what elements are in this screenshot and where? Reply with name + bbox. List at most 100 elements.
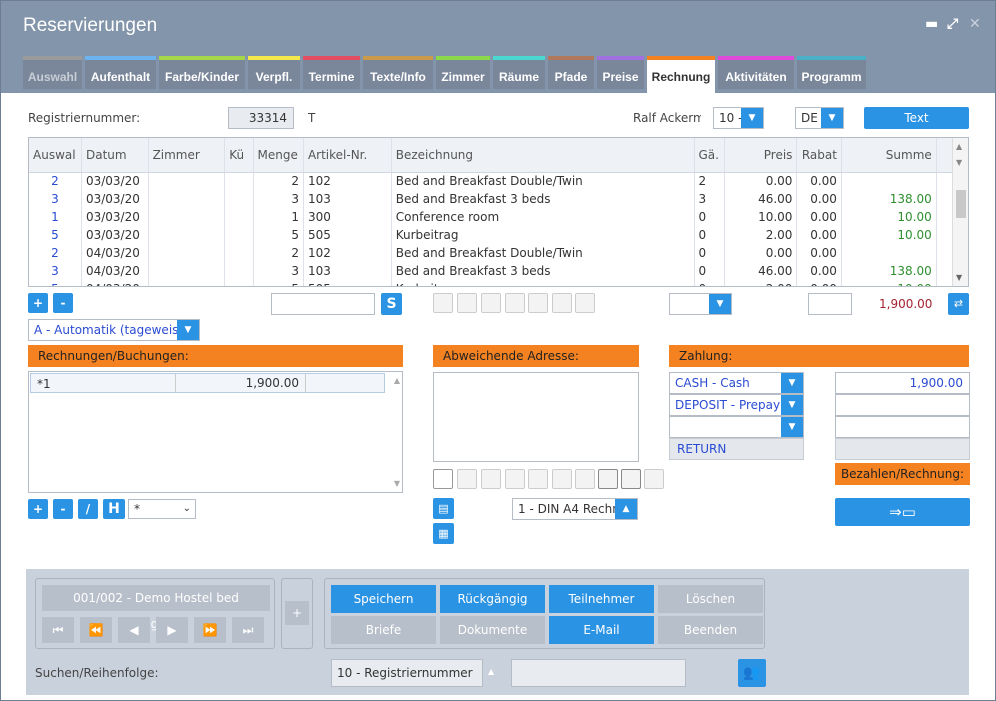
cell-rabatt[interactable]: 0.00 (796, 262, 842, 280)
cell-kue[interactable] (224, 226, 254, 244)
cell-datum[interactable]: 03/03/20 (81, 226, 149, 244)
cell-gae[interactable]: 3 (694, 190, 725, 208)
cell-preis[interactable]: 10.00 (724, 208, 798, 226)
rckgngig-button[interactable]: Rückgängig (440, 585, 545, 613)
cell-bez[interactable]: Bed and Breakfast 3 beds (391, 190, 695, 208)
payment-method-select[interactable]: CASH - Cash ▼ (669, 372, 804, 394)
search-input[interactable] (511, 659, 686, 687)
option-square[interactable] (528, 293, 548, 313)
list-item[interactable]: *1 1,900.00 (30, 373, 385, 393)
cell-kue[interactable] (224, 244, 254, 262)
fast-forward-icon[interactable]: ⏩ (194, 617, 226, 643)
scroll-up-icon[interactable]: ▼ (956, 158, 963, 167)
cell-kue[interactable] (224, 280, 254, 286)
cell-preis[interactable]: 2.00 (724, 226, 798, 244)
invoice-filter-select[interactable]: * ⌄ (128, 499, 196, 519)
option-square[interactable] (505, 293, 525, 313)
cell-artikel[interactable]: 103 (303, 190, 392, 208)
cell-menge[interactable]: 5 (253, 280, 304, 286)
speichern-button[interactable]: Speichern (331, 585, 436, 613)
add-record-button[interactable]: + (285, 601, 309, 625)
split-invoice-button[interactable]: / (78, 499, 98, 519)
cell-bez[interactable]: Bed and Breakfast 3 beds (391, 262, 695, 280)
cell-rabatt[interactable]: 0.00 (796, 172, 842, 190)
option-square[interactable] (598, 469, 618, 489)
minimize-icon[interactable]: ▬ (925, 16, 939, 32)
option-square[interactable] (552, 293, 572, 313)
cell-datum[interactable]: 03/03/20 (81, 190, 149, 208)
cell-rabatt[interactable]: 0.00 (796, 208, 842, 226)
cell-gae[interactable]: 0 (694, 244, 725, 262)
cell-auswahl[interactable]: 3 (29, 190, 82, 208)
cell-bez[interactable]: Conference room (391, 208, 695, 226)
column-header[interactable]: Preis (724, 138, 798, 173)
cell-kue[interactable] (224, 190, 254, 208)
cell-summe[interactable]: 10.00 (841, 208, 937, 226)
tab-auswahl[interactable]: Auswahl (23, 56, 82, 89)
column-header[interactable]: Bezeichnung (391, 138, 695, 173)
cell-menge[interactable]: 1 (253, 208, 304, 226)
cell-preis[interactable]: 0.00 (724, 244, 798, 262)
pay-invoice-icon[interactable]: ⇒▭ (835, 498, 970, 526)
payment-amount-field[interactable]: 1,900.00 (835, 372, 970, 394)
print-icon[interactable]: ▦ (433, 523, 454, 544)
history-button[interactable]: H (103, 499, 125, 519)
tab-preise[interactable]: Preise (597, 56, 644, 89)
beenden-button[interactable]: Beenden (658, 616, 763, 644)
scroll-thumb[interactable] (956, 190, 966, 218)
rewind-icon[interactable]: ⏪ (80, 617, 112, 643)
cell-artikel[interactable]: 300 (303, 208, 392, 226)
option-square[interactable] (575, 469, 595, 489)
remove-row-button[interactable]: - (53, 293, 73, 313)
cell-preis[interactable]: 46.00 (724, 262, 798, 280)
table-row[interactable]: 3 04/03/20 3 103 Bed and Breakfast 3 beds 0 46… (29, 262, 954, 280)
cell-auswahl[interactable]: 3 (29, 262, 82, 280)
previous-record-icon[interactable]: ◀ (118, 617, 150, 643)
cell-zimmer[interactable] (148, 244, 226, 262)
tab-rume[interactable]: Räume (493, 56, 545, 89)
option-square[interactable] (505, 469, 525, 489)
cell-rabatt[interactable]: 0.00 (796, 280, 842, 286)
column-header[interactable]: Gä. (694, 138, 725, 173)
column-header[interactable]: Summe (841, 138, 937, 173)
email-button[interactable]: E-Mail (549, 616, 654, 644)
next-record-icon[interactable]: ▶ (156, 617, 188, 643)
cell-artikel[interactable]: 103 (303, 262, 392, 280)
payment-method-select[interactable]: ▼ (669, 416, 804, 438)
column-header[interactable]: Auswal (29, 138, 82, 173)
cell-artikel[interactable]: 505 (303, 280, 392, 286)
cell-datum[interactable]: 03/03/20 (81, 172, 149, 190)
cell-zimmer[interactable] (148, 262, 226, 280)
search-s-button[interactable]: S (381, 293, 402, 315)
cell-menge[interactable]: 3 (253, 190, 304, 208)
cell-summe[interactable]: 10.00 (841, 280, 937, 286)
cell-preis[interactable]: 46.00 (724, 190, 798, 208)
tab-farbekinder[interactable]: Farbe/Kinder (159, 56, 245, 89)
cell-summe[interactable] (841, 244, 937, 262)
cell-preis[interactable]: 0.00 (724, 172, 798, 190)
option-square[interactable] (433, 293, 453, 313)
cell-auswahl[interactable]: 5 (29, 226, 82, 244)
payment-amount-field[interactable] (835, 394, 970, 416)
cell-rabatt[interactable]: 0.00 (796, 226, 842, 244)
cell-zimmer[interactable] (148, 226, 226, 244)
cell-zimmer[interactable] (148, 208, 226, 226)
tab-aufenthalt[interactable]: Aufenthalt (85, 56, 156, 89)
text-button[interactable]: Text (864, 107, 969, 129)
column-header[interactable]: Zimmer (148, 138, 226, 173)
cell-datum[interactable]: 03/03/20 (81, 208, 149, 226)
cell-gae[interactable]: 2 (694, 172, 725, 190)
cell-auswahl[interactable]: 1 (29, 208, 82, 226)
tab-rechnung[interactable]: Rechnung (647, 56, 715, 93)
language-select[interactable]: DE - ▼ (795, 107, 844, 129)
option-square[interactable] (575, 293, 595, 313)
cell-bez[interactable]: Bed and Breakfast Double/Twin (391, 244, 695, 262)
option-square[interactable] (433, 469, 453, 489)
remove-invoice-button[interactable]: - (53, 499, 73, 519)
maximize-icon[interactable]: ⤢ (947, 16, 959, 32)
cell-preis[interactable]: 2.00 (724, 280, 798, 286)
cell-summe[interactable]: 138.00 (841, 190, 937, 208)
cell-menge[interactable]: 3 (253, 262, 304, 280)
dokumente-button[interactable]: Dokumente (440, 616, 545, 644)
table-row[interactable]: 1 03/03/20 1 300 Conference room 0 10.00 0.00 10… (29, 208, 954, 226)
